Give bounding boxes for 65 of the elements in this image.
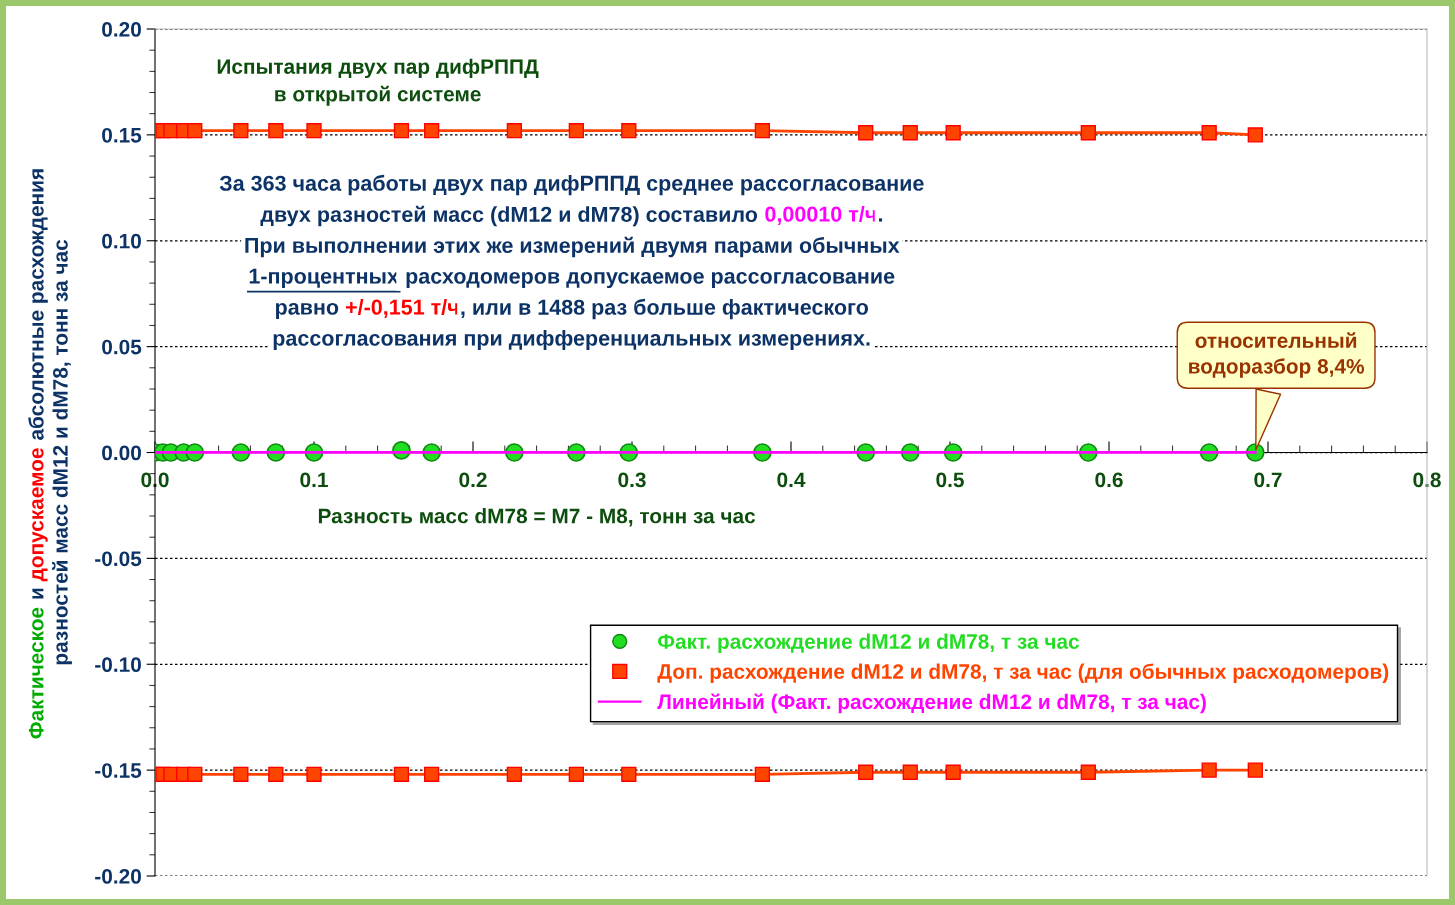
y-tick-label: 0.20 (102, 22, 141, 37)
point (1080, 764, 1096, 780)
point (902, 125, 918, 141)
y-tick-label: 0.00 (102, 445, 141, 461)
point (268, 766, 284, 782)
point (621, 766, 637, 782)
annotation: За 363 часа работы двух пар дифРППД среднее рассогласование (219, 174, 924, 196)
point (858, 764, 874, 780)
x-tick-label: 0.4 (777, 472, 806, 488)
y-tick-label: 0.05 (102, 339, 142, 355)
annotation: , или в 1488 раз больше фактического (461, 298, 869, 320)
x-tick-label: 0.1 (300, 472, 328, 488)
point (1247, 127, 1263, 143)
point (393, 766, 410, 782)
x-tick-label: 0.6 (1095, 472, 1123, 488)
point (568, 766, 584, 782)
annotation: рассогласования при дифференциальных измерениях. (273, 329, 870, 351)
y-tick-label: 0.10 (102, 233, 141, 249)
annotation: При выполнении этих же измерений двумя парами обычных (245, 236, 900, 258)
point (754, 766, 771, 782)
point (393, 123, 410, 139)
point (1201, 762, 1217, 778)
point (754, 123, 771, 139)
x-axis-title: Разность масс dM78 = M7 - M8, тонн за час (318, 508, 756, 527)
point (858, 125, 874, 141)
x-tick-label: 0.2 (459, 472, 487, 488)
legend-label: Доп. расхождение dM12 и dM78, т за час (для обычных расходомеров) (657, 663, 1389, 684)
point (945, 764, 961, 780)
y-tick-label: -0.05 (95, 551, 142, 567)
annotation: равно (275, 302, 339, 320)
point (306, 766, 322, 782)
point (424, 123, 440, 139)
annotation: расходомеров допускаемое рассогласование (406, 271, 895, 289)
point (945, 125, 961, 141)
text: Испытания двух пар дифРППД в открытой системе (217, 58, 539, 106)
point (621, 123, 637, 139)
x-tick-label: 0.3 (618, 472, 646, 488)
x-tick-label: 0.7 (1254, 472, 1282, 488)
annotation: . (879, 218, 883, 222)
point (1080, 125, 1096, 141)
annotation: 1-процентных (249, 268, 399, 289)
annotation: +/-0,151 т/ч (345, 298, 459, 318)
point (424, 766, 440, 782)
point (233, 766, 249, 782)
annotation: относительный водоразбор 8,4% (1189, 332, 1365, 378)
y-tick-label: -0.10 (95, 657, 141, 672)
legend-label: Линейный (Факт. расхождение dM12 и dM78, т за час) (657, 693, 1206, 714)
annotation: двух разностей масс (dM12 и dM78) составило (260, 205, 758, 227)
point (187, 766, 203, 782)
x-tick-label: 0.8 (1413, 472, 1441, 488)
x-tick-label: 0.5 (936, 472, 964, 488)
point (902, 764, 918, 780)
point (306, 123, 322, 139)
y-tick-label: -0.15 (95, 763, 142, 778)
point (1201, 125, 1217, 141)
point (506, 123, 522, 139)
point (187, 123, 203, 139)
point (233, 123, 249, 139)
point (1247, 762, 1263, 778)
y-tick-label: 0.15 (102, 127, 142, 143)
legend-label: Факт. расхождение dM12 и dM78, т за час (657, 633, 1080, 653)
point (268, 123, 284, 139)
point (568, 123, 584, 139)
y-tick-label: -0.20 (95, 869, 141, 884)
point (506, 766, 522, 782)
